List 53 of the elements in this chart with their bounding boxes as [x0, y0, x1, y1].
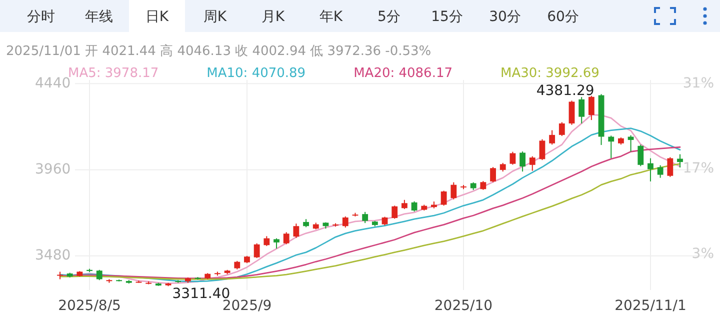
candlestick	[510, 151, 516, 166]
text: MA5: 3978.17	[68, 66, 159, 81]
candlestick	[440, 190, 447, 206]
text: MA10: 4070.89	[206, 66, 306, 81]
chart-title: 2025/11/01 开 4021.44 高 4046.13 收 4002.94 低 3972.36 -0.53%	[6, 43, 432, 59]
candlestick	[558, 122, 565, 136]
candlestick	[648, 158, 654, 182]
candlestick	[342, 216, 348, 228]
y-tick-label: 4440	[35, 75, 71, 92]
candlestick	[411, 200, 418, 212]
candlestick	[588, 95, 594, 121]
candlestick	[392, 205, 398, 220]
candlestick	[667, 156, 674, 178]
candlestick	[264, 236, 270, 247]
text: 15分	[431, 9, 463, 25]
x-tick-label: 2025/11/1	[614, 298, 686, 314]
x-tick-label: 2025/10	[434, 298, 493, 314]
candlestick	[254, 242, 260, 259]
text: 60分	[547, 9, 579, 25]
candlestick	[549, 130, 556, 146]
candlestick	[362, 211, 368, 224]
text: 日K	[145, 9, 170, 25]
text: 年K	[319, 9, 344, 25]
text: 周K	[203, 9, 228, 25]
candlestick	[638, 144, 644, 167]
candlestick	[520, 150, 526, 172]
candlestick	[578, 96, 585, 124]
candlestick	[274, 238, 280, 250]
candlestick	[401, 199, 408, 210]
text: 年线	[85, 9, 113, 25]
candlestick	[677, 154, 683, 168]
annotation: 4381.29	[536, 82, 594, 99]
candlestick	[283, 232, 290, 245]
x-tick-label: 2025/8/5	[58, 298, 121, 314]
candlestick	[490, 166, 496, 183]
text: 月K	[261, 9, 286, 25]
candlestick	[529, 156, 536, 172]
x-tick-label: 2025/9	[222, 298, 272, 314]
candlestick	[539, 138, 546, 161]
y-tick-label: 3960	[35, 162, 71, 178]
candlestick	[628, 134, 634, 152]
text: 30分	[489, 9, 521, 25]
text: 分时	[27, 9, 55, 25]
text: 5分	[378, 9, 400, 25]
candlestick	[450, 182, 457, 200]
candlestick	[568, 100, 575, 126]
text: MA20: 4086.17	[354, 66, 452, 81]
candlestick	[608, 135, 614, 159]
candlestick	[96, 269, 102, 281]
text: MA30: 3992.69	[500, 66, 600, 81]
candlestick	[293, 223, 300, 238]
y-tick-label: 3480	[35, 248, 71, 264]
candlestick	[657, 164, 664, 178]
